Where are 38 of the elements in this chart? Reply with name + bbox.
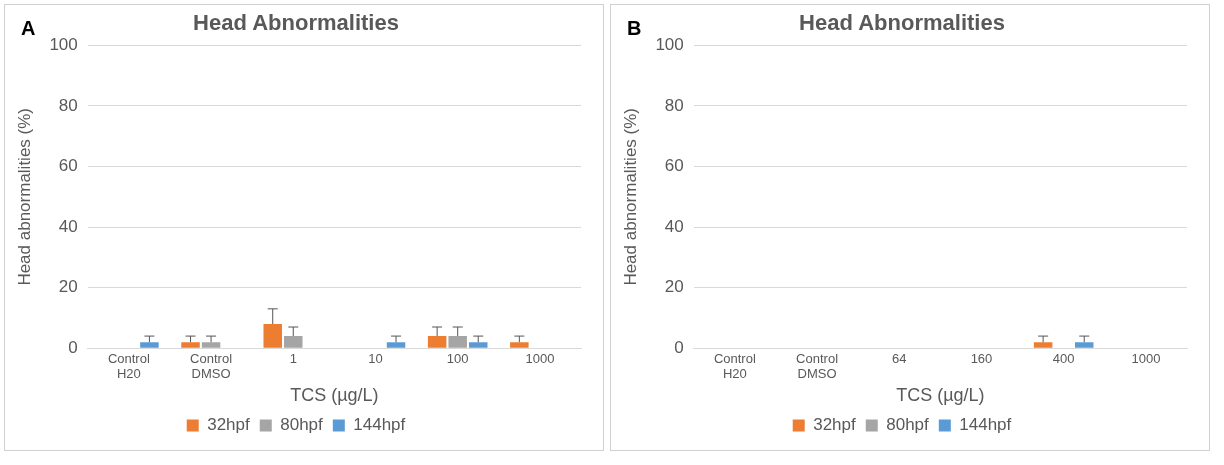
x-axis-title: TCS (µg/L) — [290, 385, 379, 406]
y-tick-label: 80 — [58, 95, 78, 115]
x-tick-label: 1 — [289, 350, 297, 366]
y-tick-label: 80 — [664, 95, 684, 115]
x-tick-label: Control DMSO — [190, 350, 233, 382]
chart-title: Head Abnormalities — [193, 10, 399, 36]
x-tick-label: 400 — [1052, 350, 1075, 366]
x-tick-label: 100 — [446, 350, 469, 366]
y-tick-label: 100 — [49, 35, 78, 55]
chart-title: Head Abnormalities — [799, 10, 1005, 36]
y-tick-label: 20 — [664, 277, 684, 297]
y-tick-label: 20 — [58, 277, 78, 297]
legend-label: 80hpf — [280, 415, 324, 435]
text: A — [21, 16, 36, 39]
legend-label: 144hpf — [353, 415, 406, 435]
legend-label: 32hpf — [813, 415, 857, 435]
y-axis-title: Head abnormalities (%) — [620, 107, 640, 286]
text: B — [627, 16, 642, 39]
y-tick-label: 60 — [58, 156, 78, 176]
y-tick-label: 0 — [674, 337, 684, 357]
x-tick-label: 64 — [892, 350, 907, 366]
x-tick-label: 160 — [970, 350, 993, 366]
x-tick-label: Control H20 — [713, 350, 756, 382]
x-tick-label: 1000 — [1131, 350, 1161, 366]
y-tick-label: 60 — [664, 156, 684, 176]
x-tick-label: Control DMSO — [796, 350, 839, 382]
x-tick-label: 1000 — [525, 350, 555, 366]
legend-label: 144hpf — [959, 415, 1012, 435]
y-tick-label: 40 — [664, 216, 684, 236]
legend-label: 80hpf — [886, 415, 930, 435]
x-tick-label: Control H20 — [107, 350, 150, 382]
x-tick-label: 10 — [368, 350, 383, 366]
x-axis-title: TCS (µg/L) — [896, 385, 985, 406]
legend-label: 32hpf — [207, 415, 251, 435]
y-tick-label: 40 — [58, 216, 78, 236]
y-tick-label: 0 — [68, 337, 78, 357]
y-tick-label: 100 — [655, 35, 684, 55]
y-axis-title: Head abnormalities (%) — [14, 107, 34, 286]
